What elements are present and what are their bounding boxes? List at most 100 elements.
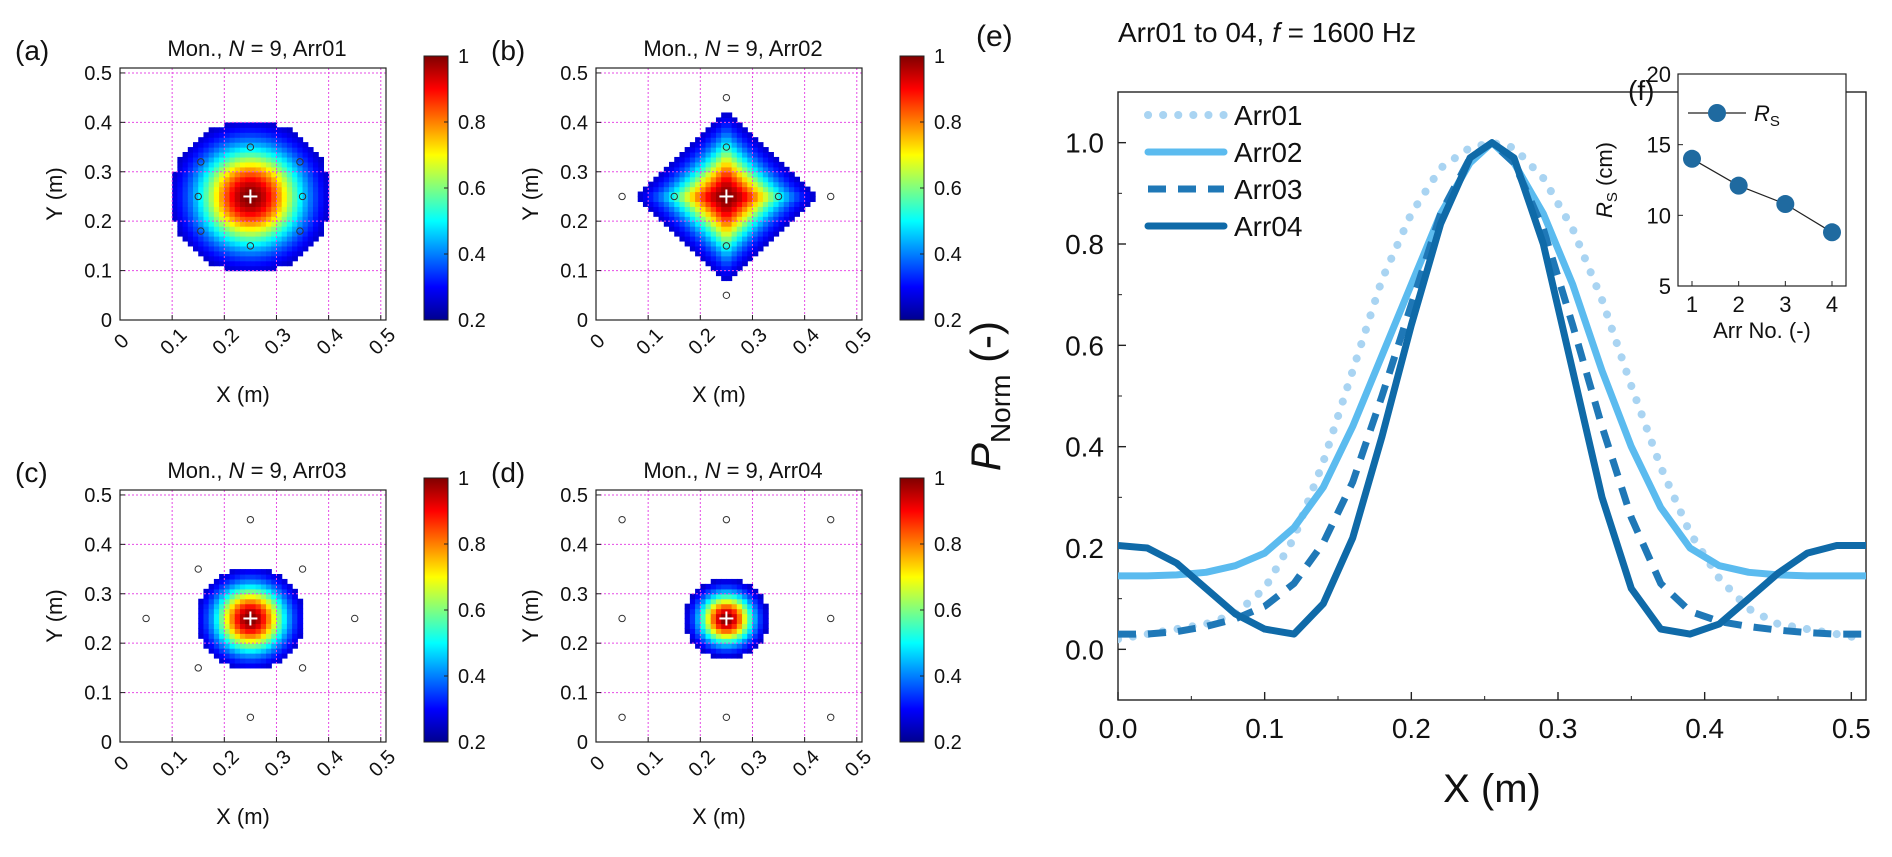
heatmap-cell: [250, 186, 257, 193]
heatmap-cell: [642, 186, 649, 193]
heatmap-cell: [684, 613, 691, 620]
heatmap-cell: [757, 196, 764, 203]
heatmap-cell: [705, 260, 712, 267]
heatmap-cell: [281, 216, 288, 222]
heatmap-cell: [747, 132, 754, 138]
heatmap-cell: [705, 643, 712, 649]
heatmap-cell: [229, 231, 236, 237]
heatmap-cell: [255, 265, 262, 272]
heatmap-cell: [783, 171, 790, 178]
heatmap-cell: [281, 196, 288, 203]
heatmap-cell: [700, 240, 707, 247]
heatmap-cell: [773, 166, 780, 173]
heatmap-cell: [757, 613, 764, 620]
heatmap-cell: [245, 598, 251, 605]
heatmap-cell: [260, 648, 267, 654]
heatmap-cell: [234, 574, 241, 580]
heatmap-y-label: Y (m): [518, 589, 543, 642]
heatmap-cell: [245, 231, 251, 237]
source-marker: [722, 143, 731, 151]
heatmap-cell: [245, 613, 251, 620]
heatmap-cell: [731, 633, 738, 639]
heatmap-cell: [302, 186, 309, 193]
heatmap-cell: [742, 137, 748, 143]
heatmap-cell: [715, 156, 722, 163]
heatmap-cell: [292, 166, 298, 173]
heatmap-cell: [742, 638, 748, 644]
heatmap-cell: [637, 191, 644, 198]
heatmap-cell: [208, 628, 215, 634]
heatmap-cell: [736, 132, 743, 138]
heatmap-cell: [271, 623, 278, 629]
heatmap-cell: [742, 226, 748, 232]
heatmap-cell: [245, 588, 251, 595]
heatmap-cell: [234, 231, 241, 237]
source-marker: [246, 515, 255, 524]
heatmap-cell: [684, 191, 691, 198]
heatmap-cell: [768, 171, 774, 178]
heatmap-cell: [710, 181, 717, 188]
heatmap-cell: [239, 201, 246, 207]
heatmap-cell: [663, 171, 670, 178]
heatmap-cell: [658, 176, 665, 183]
heatmap-cell: [208, 231, 215, 237]
heatmap-cell: [726, 265, 733, 272]
heatmap-cell: [700, 216, 707, 222]
heatmap-cell: [292, 240, 298, 247]
heatmap-cell: [731, 161, 738, 168]
heatmap-cell: [224, 236, 231, 242]
heatmap-cell: [323, 216, 330, 222]
heatmap-cell: [255, 216, 262, 222]
heatmap-cell: [302, 201, 309, 207]
x-tick-label: 0: [586, 752, 609, 775]
heatmap-cell: [773, 221, 780, 227]
heatmap-cell: [203, 211, 210, 217]
heatmap-cell: [726, 156, 733, 163]
heatmap-cell: [266, 152, 272, 158]
heatmap-cell: [715, 628, 722, 634]
heatmap-cell: [669, 181, 675, 188]
heatmap-cell: [669, 186, 675, 193]
heatmap-cell: [229, 166, 236, 173]
heatmap-cell: [187, 240, 194, 247]
heatmap-cell: [177, 161, 184, 168]
heatmap-cell: [752, 250, 759, 257]
heatmap-cell: [762, 211, 769, 217]
heatmap-cell: [705, 176, 712, 183]
heatmap-cell: [255, 191, 262, 198]
heatmap-cell: [292, 593, 298, 600]
heatmap-cell: [689, 211, 696, 217]
heatmap-cell: [203, 181, 210, 188]
heatmap-cell: [266, 593, 272, 600]
heatmap-cell: [695, 588, 701, 595]
heatmap-cell: [224, 147, 231, 153]
heatmap-cell: [689, 201, 696, 207]
heatmap-cell: [663, 191, 670, 198]
heatmap-cell: [224, 598, 231, 605]
heatmap-cell: [721, 226, 727, 232]
heatmap-cell: [239, 583, 246, 590]
heatmap-title: Mon., N = 9, Arr04: [643, 458, 822, 483]
heatmap-cell: [710, 161, 717, 168]
heatmap-cell: [710, 638, 717, 644]
heatmap-cell: [292, 152, 298, 158]
heatmap-cell: [239, 127, 246, 133]
heatmap-cell: [255, 161, 262, 168]
heatmap-cell: [239, 236, 246, 242]
heatmap-cell: [705, 166, 712, 173]
heatmap-cell: [731, 156, 738, 163]
heatmap-cell: [302, 206, 309, 212]
heatmap-cell: [286, 206, 293, 212]
heatmap-cell: [260, 211, 267, 217]
heatmap-cell: [250, 638, 257, 644]
heatmap-cell: [695, 623, 701, 629]
heatmap-cell: [193, 240, 199, 247]
heatmap-cell: [224, 583, 231, 590]
heatmap-cell: [203, 152, 210, 158]
heatmap-cell: [742, 588, 748, 595]
heatmap-cell: [297, 171, 304, 178]
heatmap-cell: [679, 226, 686, 232]
heatmap-cell: [219, 618, 225, 625]
heatmap-cell: [229, 603, 236, 610]
